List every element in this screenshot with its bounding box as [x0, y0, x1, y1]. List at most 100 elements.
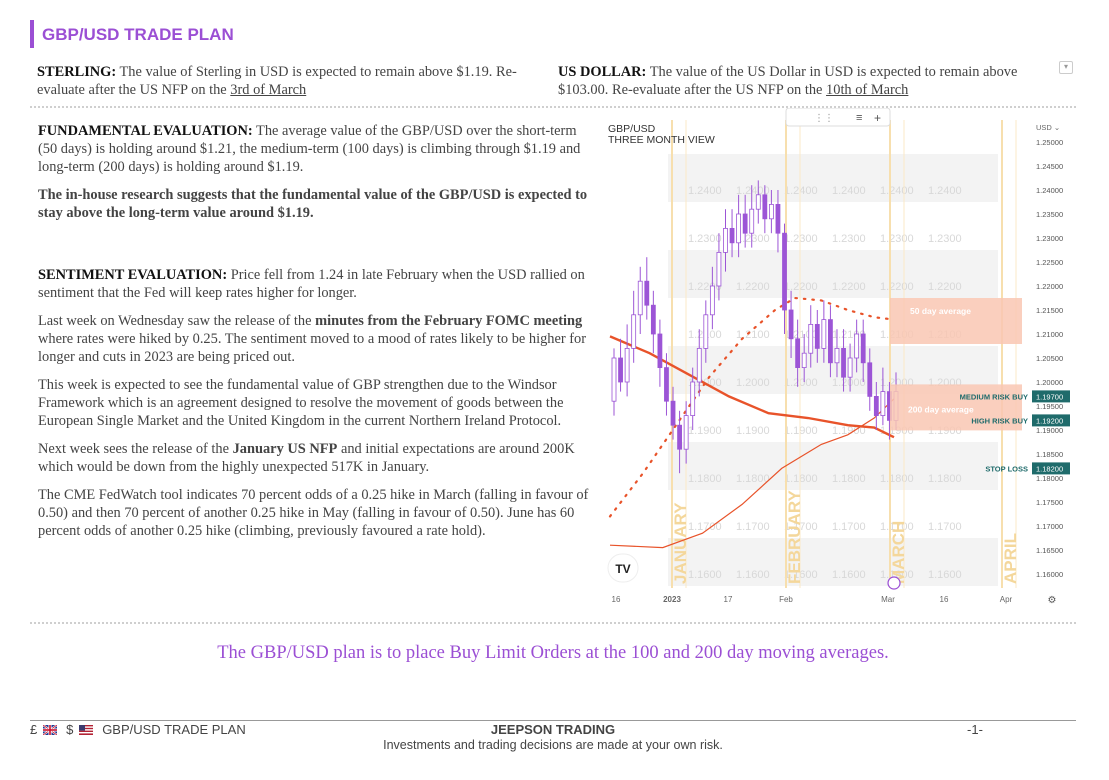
plan-callout: The GBP/USD plan is to place Buy Limit O… [217, 643, 889, 663]
order-price: 1.19700 [1036, 392, 1063, 401]
candle-body [841, 347, 846, 378]
watermark-level: 1.2200 [880, 281, 914, 293]
uk-flag-icon [42, 725, 57, 735]
x-tick-label: 17 [724, 595, 733, 604]
watermark-level: 1.2300 [928, 233, 962, 245]
settings-gear-icon[interactable]: ⚙ [1048, 595, 1057, 606]
footer-rule [30, 720, 1076, 721]
watermark-level: 1.2000 [736, 377, 770, 389]
fundamental-text: The average value of the GBP/USD over th… [38, 123, 581, 175]
dropdown-icon[interactable]: ▾ [1059, 61, 1073, 74]
candle-body [814, 323, 820, 349]
sentiment-label: SENTIMENT EVALUATION: [38, 267, 228, 283]
us-flag-icon [78, 725, 93, 735]
watermark-level: 1.1800 [832, 473, 866, 485]
axis-tick-label: 1.25000 [1036, 138, 1063, 147]
title-bar: GBP/USD TRADE PLAN [30, 20, 234, 48]
usdollar-label: US DOLLAR: [558, 64, 647, 80]
axis-tick-label: 1.22000 [1036, 282, 1063, 291]
candle-body [631, 314, 637, 349]
axis-tick-label: 1.16000 [1036, 570, 1063, 579]
candle-body [644, 280, 650, 306]
order-badge [1032, 390, 1070, 403]
watermark-level: 1.2200 [832, 281, 866, 293]
candle-body [762, 194, 768, 220]
watermark-level: 1.1600 [784, 569, 818, 581]
evaluation-column: FUNDAMENTAL EVALUATION: The average valu… [38, 122, 596, 550]
watermark-level: 1.1600 [832, 569, 866, 581]
x-tick-label: 16 [612, 595, 621, 604]
order-label: MEDIUM RISK BUY [960, 392, 1028, 401]
watermark-level: 1.2200 [736, 281, 770, 293]
ma200-band [890, 384, 1022, 431]
candle-body [742, 213, 748, 234]
watermark-level: 1.1700 [880, 521, 914, 533]
order-label: STOP LOSS [985, 464, 1028, 473]
watermark-level: 1.1900 [832, 425, 866, 437]
candle-body [657, 333, 663, 368]
candle-body [788, 309, 794, 340]
watermark-level: 1.2400 [688, 185, 722, 197]
price-band [668, 538, 998, 586]
axis-tick-label: 1.18500 [1036, 450, 1063, 459]
candle-body [867, 362, 873, 397]
watermark-level: 1.1700 [832, 521, 866, 533]
watermark-level: 1.2400 [832, 185, 866, 197]
axis-tick-label: 1.16500 [1036, 546, 1063, 555]
axis-tick-label: 1.22500 [1036, 258, 1063, 267]
axis-tick-label: 1.23000 [1036, 234, 1063, 243]
watermark-level: 1.2000 [832, 377, 866, 389]
candle-body [821, 319, 827, 349]
candle-body [847, 357, 853, 378]
watermark-level: 1.1600 [928, 569, 962, 581]
watermark-level: 1.2300 [688, 233, 722, 245]
candle-body [637, 280, 643, 316]
month-label: MARCH [889, 521, 908, 584]
candle-body [650, 304, 656, 335]
candle-body [801, 352, 807, 368]
tradingview-logo: TV [615, 562, 630, 576]
month-label: JANUARY [671, 502, 690, 584]
candle-body [808, 323, 814, 354]
watermark-level: 1.1800 [688, 473, 722, 485]
watermark-level: 1.1600 [688, 569, 722, 581]
sterling-text: The value of Sterling in USD is expected… [37, 64, 517, 98]
watermark-level: 1.1800 [928, 473, 962, 485]
pound-symbol: £ [30, 722, 38, 737]
candle-body [880, 391, 886, 417]
candle-body [611, 357, 617, 402]
watermark-level: 1.1700 [784, 521, 818, 533]
watermark-level: 1.2400 [736, 185, 770, 197]
watermark-level: 1.2000 [784, 377, 818, 389]
watermark-level: 1.2300 [880, 233, 914, 245]
candle-body [683, 415, 689, 450]
chart-toolbar[interactable] [785, 108, 891, 127]
candle-body [860, 333, 866, 364]
candle-body [703, 314, 709, 349]
ma200-label: 200 day average [908, 404, 974, 414]
divider-top [30, 106, 1076, 108]
tradingview-logo-bg [607, 553, 639, 583]
axis-tick-label: 1.20500 [1036, 354, 1063, 363]
watermark-level: 1.2200 [784, 281, 818, 293]
candle-body [775, 204, 781, 234]
axis-tick-label: 1.23500 [1036, 210, 1063, 219]
footer-left: £ $ GBP/USD TRADE PLAN [30, 722, 246, 737]
price-band [668, 250, 998, 298]
axis-tick-label: 1.19000 [1036, 426, 1063, 435]
watermark-level: 1.1700 [736, 521, 770, 533]
candle-body [696, 347, 702, 383]
sterling-block: STERLING: The value of Sterling in USD i… [37, 63, 547, 99]
watermark-level: 1.1600 [736, 569, 770, 581]
x-tick-label: 2023 [663, 595, 681, 604]
sentiment-p3: This week is expected to see the fundame… [38, 377, 564, 429]
ma50-band [890, 298, 1022, 344]
price-chart[interactable]: 1.2400 1.2400 1.2400 1.2400 1.2400 1.2400 1.23… [604, 108, 1076, 610]
watermark-level: 1.1800 [736, 473, 770, 485]
watermark-level: 1.1700 [928, 521, 962, 533]
dollar-symbol: $ [66, 722, 74, 737]
ma100-line [609, 398, 895, 549]
ma50-line [608, 296, 896, 518]
x-tick-label: Apr [1000, 595, 1013, 604]
watermark-level: 1.1700 [688, 521, 722, 533]
